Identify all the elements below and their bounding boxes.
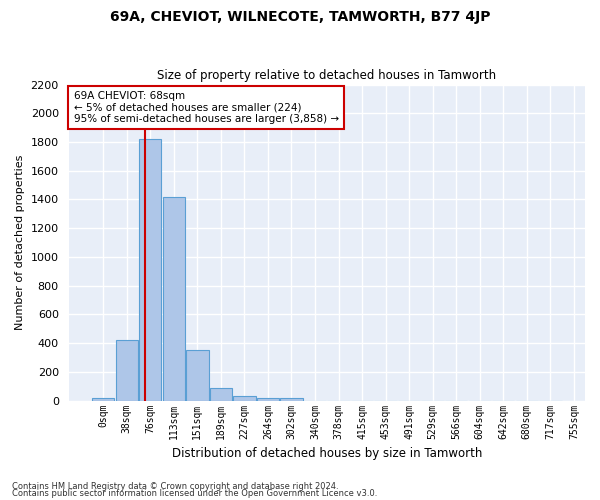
- Text: 69A, CHEVIOT, WILNECOTE, TAMWORTH, B77 4JP: 69A, CHEVIOT, WILNECOTE, TAMWORTH, B77 4…: [110, 10, 490, 24]
- Text: 69A CHEVIOT: 68sqm
← 5% of detached houses are smaller (224)
95% of semi-detache: 69A CHEVIOT: 68sqm ← 5% of detached hous…: [74, 91, 339, 124]
- X-axis label: Distribution of detached houses by size in Tamworth: Distribution of detached houses by size …: [172, 447, 482, 460]
- Y-axis label: Number of detached properties: Number of detached properties: [15, 155, 25, 330]
- Bar: [139, 139, 161, 400]
- Bar: [233, 396, 256, 400]
- Bar: [163, 196, 185, 400]
- Bar: [92, 398, 115, 400]
- Bar: [116, 340, 138, 400]
- Text: Contains HM Land Registry data © Crown copyright and database right 2024.: Contains HM Land Registry data © Crown c…: [12, 482, 338, 491]
- Bar: [257, 398, 279, 400]
- Bar: [186, 350, 209, 401]
- Bar: [280, 398, 302, 400]
- Bar: [209, 388, 232, 400]
- Title: Size of property relative to detached houses in Tamworth: Size of property relative to detached ho…: [157, 69, 496, 82]
- Text: Contains public sector information licensed under the Open Government Licence v3: Contains public sector information licen…: [12, 489, 377, 498]
